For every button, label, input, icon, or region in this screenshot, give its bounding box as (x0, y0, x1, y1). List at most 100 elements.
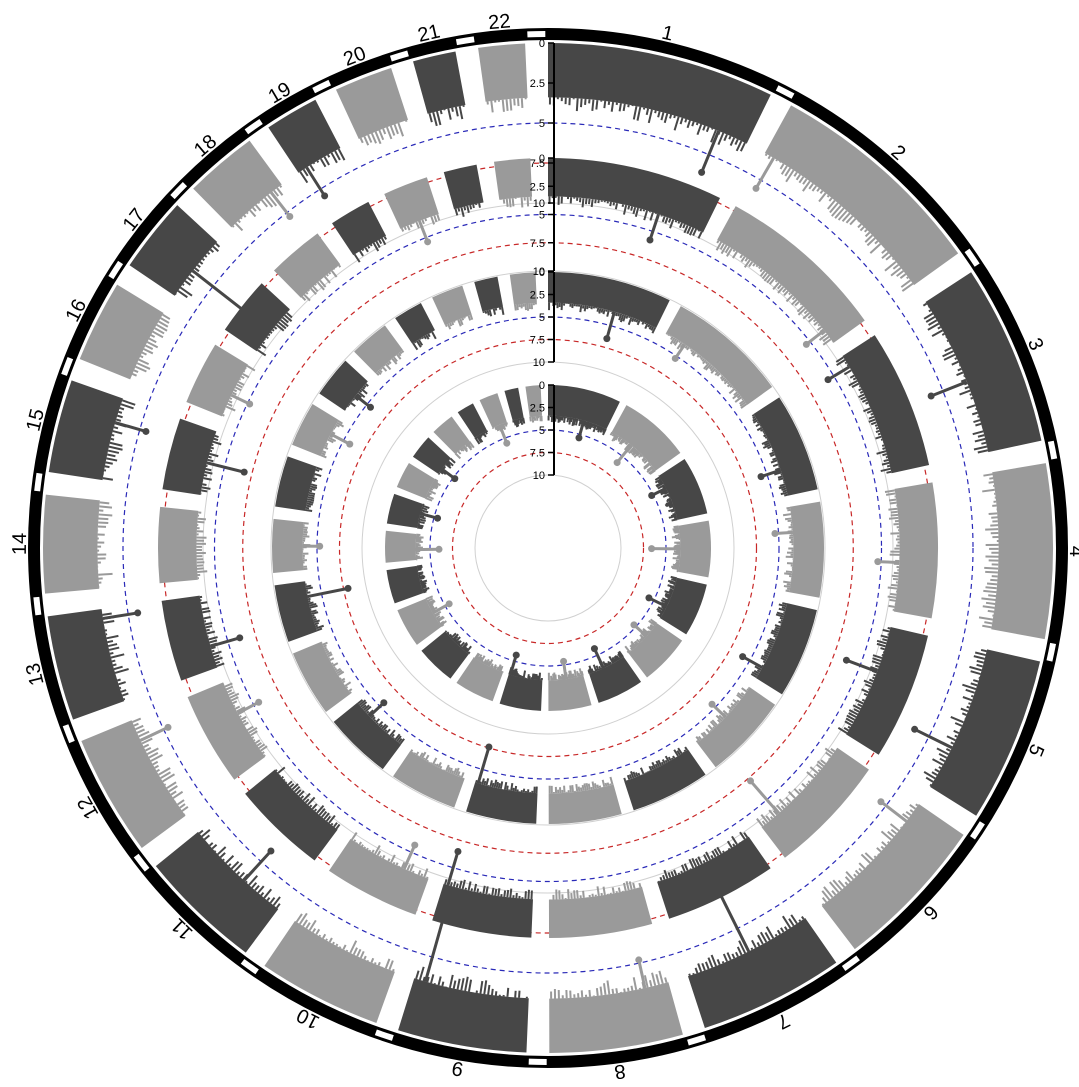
point-spike (303, 293, 311, 302)
y-tick-label: 10 (533, 266, 545, 278)
chromosome-label: 4 (1065, 546, 1079, 557)
point-spike (277, 766, 286, 774)
point-spike (477, 654, 483, 661)
point-spike (325, 650, 330, 654)
point-spike (450, 632, 457, 639)
point-spike (610, 101, 615, 112)
point-spike (625, 880, 630, 891)
point-spike (760, 814, 769, 824)
point-spike (108, 445, 123, 451)
point-spike (309, 487, 316, 491)
point-spike (571, 673, 574, 679)
point-spike (854, 869, 860, 875)
point-spike (785, 589, 790, 593)
point-spike (121, 692, 129, 697)
point-spike (489, 780, 493, 787)
point-spike (494, 888, 498, 896)
point-spike (420, 509, 429, 514)
point-spike (466, 442, 473, 449)
point-spike (744, 257, 749, 262)
y-axis: 02.557.510 (530, 153, 555, 278)
point-spike (111, 433, 115, 437)
point-spike (387, 858, 391, 862)
point-spike (988, 594, 997, 598)
point-spike (511, 198, 515, 207)
point-spike (596, 784, 600, 789)
point-spike (630, 642, 636, 649)
point-spike (425, 495, 428, 499)
point-spike (428, 489, 437, 495)
point-spike (575, 783, 579, 792)
track (272, 272, 825, 824)
point-spike (437, 762, 442, 769)
point-spike (497, 783, 501, 789)
point-spike (673, 749, 679, 757)
threshold-line (242, 242, 854, 854)
point-spike (364, 705, 372, 713)
chromosome-points-band (385, 530, 417, 563)
chromosome-gap-mark (108, 260, 124, 280)
point-spike (138, 730, 150, 738)
point-spike (956, 371, 964, 377)
point-spike (386, 361, 390, 366)
point-spike (786, 583, 791, 586)
point-spike (957, 367, 962, 372)
point-spike (98, 572, 113, 576)
point-spike (731, 835, 738, 845)
point-spike (781, 606, 787, 610)
point-spike (215, 242, 221, 248)
point-spike (335, 823, 341, 830)
threshold-line (213, 213, 883, 883)
point-spike (673, 528, 680, 532)
peak-point (503, 439, 511, 447)
association-tracks (42, 43, 1053, 1053)
significant-peak (269, 191, 292, 218)
point-spike (576, 670, 580, 678)
point-spike (306, 591, 311, 594)
chromosome-gap-mark (240, 958, 259, 975)
point-spike (973, 655, 985, 660)
point-spike (363, 704, 370, 711)
point-spike (875, 435, 882, 440)
peak-point (411, 841, 419, 849)
point-spike (133, 369, 139, 374)
point-spike (807, 780, 811, 784)
point-spike (667, 756, 672, 762)
point-spike (482, 885, 486, 894)
point-spike (156, 323, 168, 332)
point-spike (108, 646, 120, 651)
point-spike (969, 393, 972, 396)
point-spike (843, 369, 852, 376)
point-spike (873, 855, 877, 859)
point-spike (417, 338, 424, 346)
point-spike (579, 98, 583, 108)
chromosome-label: 21 (416, 20, 443, 46)
point-spike (628, 774, 633, 780)
point-spike (925, 776, 934, 783)
point-spike (469, 204, 473, 210)
point-spike (877, 432, 881, 436)
point-spike (513, 98, 516, 106)
chromosome-points-band (443, 164, 484, 210)
y-tick-label: 7.5 (530, 448, 545, 460)
point-spike (647, 324, 651, 328)
point-spike (609, 431, 614, 436)
point-spike (771, 629, 779, 634)
point-spike (802, 180, 811, 192)
point-spike (726, 952, 732, 961)
significant-peak (648, 213, 660, 241)
point-spike (861, 698, 866, 702)
point-spike (765, 926, 775, 939)
point-spike (423, 335, 427, 340)
point-spike (446, 631, 450, 635)
point-spike (668, 590, 673, 594)
point-spike (182, 283, 185, 286)
point-spike (591, 781, 595, 790)
point-spike (767, 639, 775, 644)
point-spike (730, 705, 735, 710)
point-spike (700, 356, 704, 361)
chromosome-points-band (81, 720, 186, 849)
point-spike (327, 154, 331, 158)
point-spike (726, 383, 732, 388)
point-spike (377, 370, 382, 376)
